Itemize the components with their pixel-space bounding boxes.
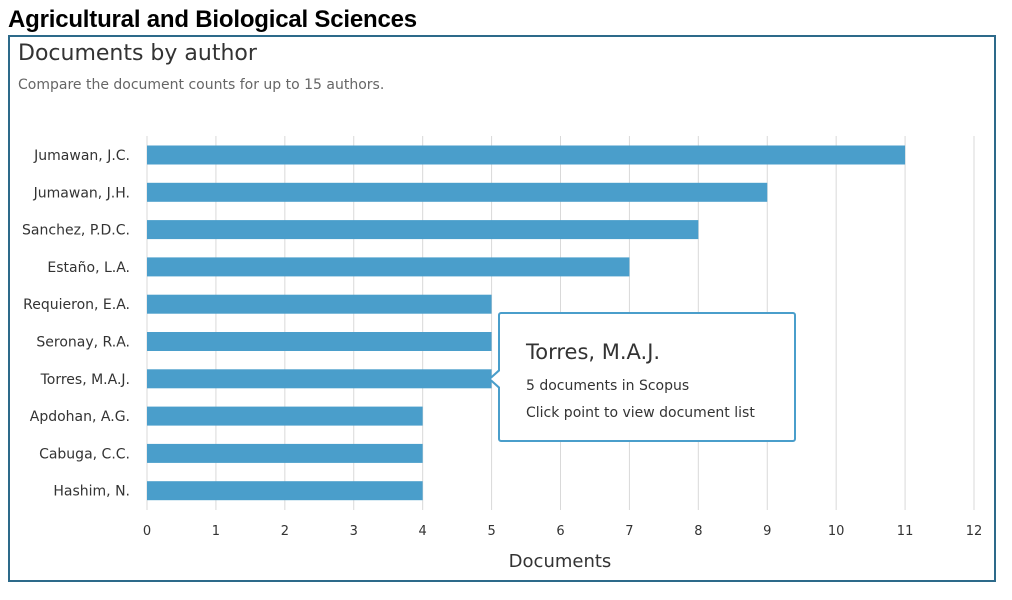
tooltip-document-count: 5 documents in Scopus <box>526 378 690 394</box>
category-label: Estaño, L.A. <box>47 260 130 276</box>
x-tick-label: 0 <box>143 524 151 539</box>
bar[interactable] <box>147 332 492 351</box>
x-tick-label: 4 <box>419 524 427 539</box>
tooltip-author: Torres, M.A.J. <box>526 340 661 364</box>
category-label: Seronay, R.A. <box>36 335 130 351</box>
x-tick-label: 7 <box>625 524 633 539</box>
bar[interactable] <box>147 257 630 277</box>
bar[interactable] <box>147 182 768 202</box>
x-tick-label: 1 <box>212 524 220 539</box>
bar[interactable] <box>147 220 699 240</box>
x-tick-label: 3 <box>350 524 358 539</box>
x-axis-title: Documents <box>509 551 612 572</box>
x-tick-label: 6 <box>556 524 564 539</box>
x-tick-label: 9 <box>763 524 771 539</box>
chart-subtitle: Compare the document counts for up to 15… <box>18 77 385 93</box>
bar[interactable] <box>147 369 492 389</box>
bar-tooltip[interactable]: Torres, M.A.J. 5 documents in Scopus Cli… <box>498 312 796 442</box>
bar[interactable] <box>147 481 423 501</box>
category-label: Apdohan, A.G. <box>30 409 130 425</box>
category-label: Jumawan, J.C. <box>33 148 130 164</box>
page-heading: Agricultural and Biological Sciences <box>8 6 417 33</box>
x-tick-label: 12 <box>966 524 983 539</box>
x-tick-label: 8 <box>694 524 702 539</box>
category-label: Jumawan, J.H. <box>33 185 130 201</box>
bar[interactable] <box>147 294 492 314</box>
x-tick-label: 10 <box>828 524 845 539</box>
tooltip-action-hint: Click point to view document list <box>526 405 755 421</box>
bar[interactable] <box>147 406 423 426</box>
category-label: Torres, M.A.J. <box>40 372 130 388</box>
x-tick-label: 5 <box>487 524 495 539</box>
tooltip-pointer-fill <box>491 371 500 387</box>
chart-title: Documents by author <box>18 41 257 66</box>
x-tick-label: 2 <box>281 524 289 539</box>
category-label: Requieron, E.A. <box>23 297 130 313</box>
category-label: Hashim, N. <box>53 484 130 500</box>
category-label: Cabuga, C.C. <box>39 446 130 462</box>
category-label: Sanchez, P.D.C. <box>22 223 130 239</box>
x-tick-label: 11 <box>897 524 914 539</box>
bar[interactable] <box>147 443 423 463</box>
bar[interactable] <box>147 145 906 165</box>
